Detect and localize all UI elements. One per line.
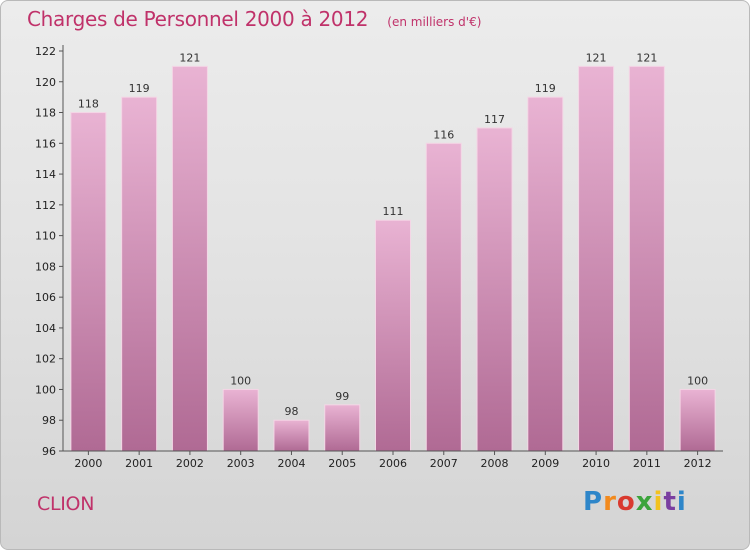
bar-2006 xyxy=(375,219,411,452)
x-tick-label-2009: 2009 xyxy=(531,457,559,470)
x-tick-label-2011: 2011 xyxy=(633,457,661,470)
logo-letter: i xyxy=(653,487,664,517)
bar-2012 xyxy=(679,388,716,452)
value-label-2009: 119 xyxy=(535,82,556,95)
y-tick-label-98: 98 xyxy=(42,414,56,427)
y-tick-label-104: 104 xyxy=(35,322,56,335)
value-label-2002: 121 xyxy=(179,51,200,64)
value-label-2001: 119 xyxy=(129,82,150,95)
title-row: Charges de Personnel 2000 à 2012 (en mil… xyxy=(27,7,481,31)
axes-group: 2000 2001 2002 2003 2004 2005 2006 2007 2008 2009… xyxy=(35,45,723,470)
proxiti-logo[interactable]: Proxiti xyxy=(583,487,687,517)
commune-name: CLION xyxy=(37,493,95,515)
logo-letter: t xyxy=(663,487,677,517)
x-tick-label-2003: 2003 xyxy=(227,457,255,470)
y-tick-label-118: 118 xyxy=(35,107,56,120)
y-tick-label-102: 102 xyxy=(35,353,56,366)
value-label-2008: 117 xyxy=(484,113,505,126)
y-tick-label-100: 100 xyxy=(35,383,56,396)
bar-2007 xyxy=(425,142,462,452)
x-tick-label-2002: 2002 xyxy=(176,457,204,470)
bar-2000 xyxy=(70,112,107,452)
chart-subtitle: (en milliers d'€) xyxy=(387,15,482,29)
value-label-2011: 121 xyxy=(636,51,657,64)
y-tick-label-114: 114 xyxy=(35,168,56,181)
bar-2009 xyxy=(527,96,564,452)
y-tick-label-112: 112 xyxy=(35,199,56,212)
value-label-2000: 118 xyxy=(78,98,99,111)
bar-2003 xyxy=(222,388,259,452)
value-label-2003: 100 xyxy=(230,374,251,387)
logo-letter: r xyxy=(603,487,617,517)
logo-letter: x xyxy=(635,487,654,517)
y-tick-label-106: 106 xyxy=(35,291,56,304)
y-tick-label-122: 122 xyxy=(35,45,56,58)
x-tick-label-2006: 2006 xyxy=(379,457,407,470)
bars-group: 118 119 121 100 98 99 111 116 117 119 121 121 100 xyxy=(70,51,716,452)
bar-2005 xyxy=(324,404,361,452)
x-tick-label-2008: 2008 xyxy=(481,457,509,470)
y-tick-label-120: 120 xyxy=(35,76,56,89)
logo-letter: i xyxy=(676,487,687,517)
y-tick-label-108: 108 xyxy=(35,260,56,273)
x-tick-label-2001: 2001 xyxy=(125,457,153,470)
x-tick-label-2005: 2005 xyxy=(328,457,356,470)
x-tick-label-2010: 2010 xyxy=(582,457,610,470)
bar-2008 xyxy=(476,127,513,452)
value-label-2007: 116 xyxy=(433,128,454,141)
y-tick-label-96: 96 xyxy=(42,445,56,458)
bar-2010 xyxy=(578,65,615,452)
logo-letter: P xyxy=(583,487,604,517)
value-label-2010: 121 xyxy=(586,51,607,64)
logo-letter: o xyxy=(616,487,636,517)
x-tick-label-2012: 2012 xyxy=(684,457,712,470)
chart-title: Charges de Personnel 2000 à 2012 xyxy=(27,7,369,31)
bar-2001 xyxy=(121,96,158,452)
y-tick-label-110: 110 xyxy=(35,230,56,243)
bar-2002 xyxy=(171,65,208,452)
value-label-2005: 99 xyxy=(335,390,349,403)
value-label-2004: 98 xyxy=(284,405,298,418)
x-tick-label-2007: 2007 xyxy=(430,457,458,470)
x-tick-label-2000: 2000 xyxy=(74,457,102,470)
y-tick-label-116: 116 xyxy=(35,137,56,150)
bar-2011 xyxy=(628,65,665,452)
value-label-2012: 100 xyxy=(687,374,708,387)
x-tick-label-2004: 2004 xyxy=(277,457,305,470)
value-label-2006: 111 xyxy=(383,205,404,218)
bar-2004 xyxy=(273,419,310,452)
